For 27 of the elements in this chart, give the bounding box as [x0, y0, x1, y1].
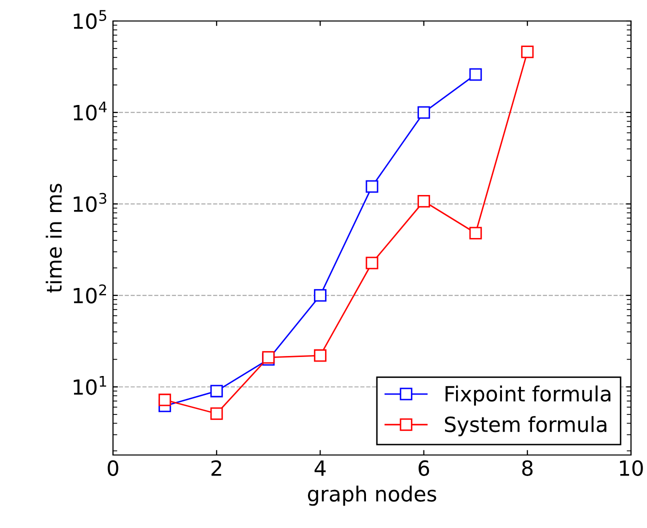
y-tick-label: 10$^{2}$ [74, 284, 106, 304]
y-tick-label: 10$^{4}$ [74, 102, 107, 121]
point [469, 226, 482, 240]
x-tick-label: 0 [108, 460, 118, 476]
y-tick-label: 10$^{5}$ [74, 10, 106, 30]
point [418, 106, 430, 119]
point [314, 289, 326, 302]
x-tick-label: 4 [314, 460, 326, 476]
y-tick-label: 10$^{1}$ [74, 376, 106, 395]
point [521, 46, 534, 58]
x-axis-title: graph nodes [308, 486, 436, 506]
point [366, 256, 378, 270]
point [314, 349, 326, 362]
point [210, 384, 223, 398]
point [469, 68, 482, 81]
y-axis-title: time in ms [46, 184, 62, 293]
point [418, 195, 430, 208]
y-tick-label: 10$^{3}$ [74, 192, 106, 212]
point [366, 180, 378, 193]
x-tick-label: 10 [620, 460, 643, 476]
point [210, 407, 223, 420]
x-tick-label: 2 [212, 460, 222, 476]
legend-label: Fixpoint formula [446, 386, 610, 406]
point [158, 394, 172, 406]
legend-label: System formula [444, 416, 606, 436]
x-tick-label: 6 [418, 460, 430, 476]
x-tick-label: 8 [522, 460, 533, 476]
